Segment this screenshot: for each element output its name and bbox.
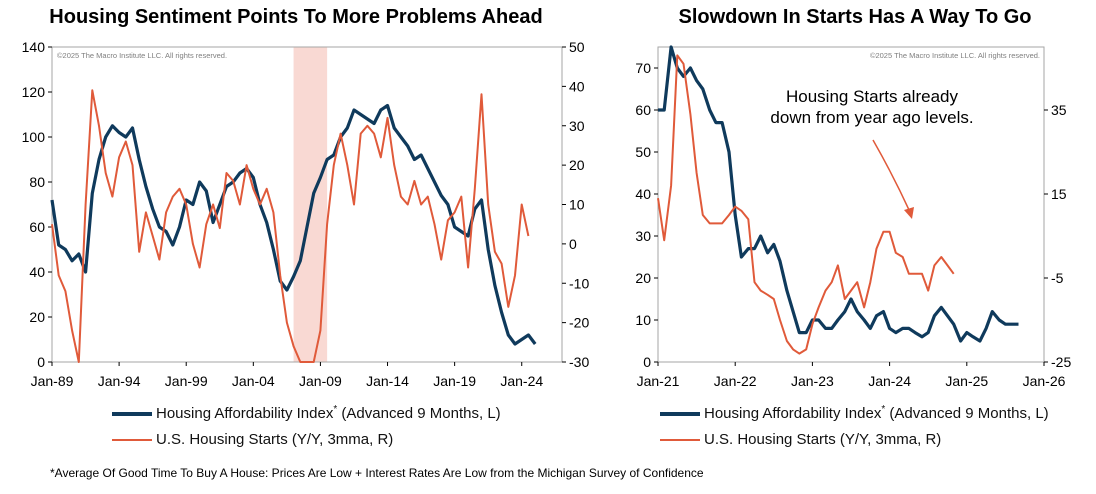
left-y-left-tick-label: 140 [22,39,46,55]
left-y-right-tick-label: 30 [569,118,585,134]
legend-swatch-starts [112,439,152,442]
left-legend-starts: U.S. Housing Starts (Y/Y, 3mma, R) [112,431,393,448]
right-y-left-tick-label: 30 [635,228,651,244]
legend-label: U.S. Housing Starts (Y/Y, 3mma, R) [704,431,942,448]
legend-swatch-starts [660,439,700,442]
legend-label: Housing Affordability Index [156,405,334,422]
right-x-tick-label: Jan-25 [945,373,988,389]
legend-label: Housing Affordability Index [704,405,882,422]
right-y-left-tick-label: 40 [635,186,651,202]
right-y-left-tick-label: 10 [635,312,651,328]
left-y-right-tick-label: 10 [569,197,585,213]
right-legend-starts: U.S. Housing Starts (Y/Y, 3mma, R) [660,431,941,448]
left-y-right-tick-label: -10 [569,275,589,291]
right-legend-affordability: Housing Affordability Index* (Advanced 9… [660,404,1049,422]
left-legend-affordability: Housing Affordability Index* (Advanced 9… [112,404,501,422]
left-affordability-line [50,103,537,346]
left-x-tick-label: Jan-14 [366,373,409,389]
left-x-tick-label: Jan-04 [232,373,275,389]
right-y-right-tick-label: -25 [1051,354,1071,370]
annotation-line-1: Housing Starts already [786,87,958,106]
left-y-left-tick-label: 80 [29,174,45,190]
left-x-tick-label: Jan-99 [165,373,208,389]
right-y-left-tick-label: 20 [635,270,651,286]
left-y-right-tick-label: 0 [569,236,577,252]
right-x-tick-label: Jan-23 [791,373,834,389]
left-y-left-tick-label: 40 [29,264,45,280]
legend-swatch-affordability [660,412,700,417]
right-x-tick-label: Jan-24 [868,373,911,389]
left-y-left-tick-label: 120 [22,84,46,100]
right-starts-line [657,54,955,355]
left-x-tick-label: Jan-09 [299,373,342,389]
left-y-right-tick-label: 20 [569,157,585,173]
legend-label-suffix: (Advanced 9 Months, L) [337,405,501,422]
left-y-left-tick-label: 100 [22,129,46,145]
footnote: *Average Of Good Time To Buy A House: Pr… [50,466,704,480]
right-x-tick-label: Jan-22 [714,373,757,389]
right-y-left-tick-label: 50 [635,144,651,160]
right-y-left-tick-label: 60 [635,102,651,118]
right-x-tick-label: Jan-26 [1023,373,1066,389]
annotation-arrow-line [872,139,911,213]
left-copyright: ©2025 The Macro Institute LLC. All right… [57,51,227,60]
annotation-arrow-head [904,207,914,219]
left-y-left-tick-label: 0 [37,354,45,370]
legend-label: U.S. Housing Starts (Y/Y, 3mma, R) [156,431,394,448]
left-x-tick-label: Jan-94 [98,373,141,389]
right-y-right-tick-label: -5 [1051,270,1064,286]
left-x-tick-label: Jan-24 [500,373,543,389]
left-y-right-tick-label: -30 [569,354,589,370]
left-y-left-tick-label: 60 [29,219,45,235]
starts-annotation: Housing Starts already down from year ag… [752,86,992,128]
legend-footnote-mark: * [333,404,338,415]
left-y-left-tick-label: 20 [29,309,45,325]
legend-footnote-mark: * [881,404,886,415]
legend-swatch-affordability [112,412,152,417]
right-copyright: ©2025 The Macro Institute LLC. All right… [870,51,1040,60]
left-x-tick-label: Jan-19 [433,373,476,389]
annotation-line-2: down from year ago levels. [770,108,974,127]
left-y-right-tick-label: -20 [569,315,589,331]
left-starts-line [51,89,530,363]
right-y-left-tick-label: 0 [643,354,651,370]
left-chart-title: Housing Sentiment Points To More Problem… [49,6,543,28]
left-y-right-tick-label: 50 [569,39,585,55]
right-x-tick-label: Jan-21 [637,373,680,389]
right-y-right-tick-label: 35 [1051,102,1067,118]
right-y-left-tick-label: 70 [635,60,651,76]
left-x-tick-label: Jan-89 [31,373,74,389]
right-y-right-tick-label: 15 [1051,186,1067,202]
right-chart-title: Slowdown In Starts Has A Way To Go [678,6,1032,28]
right-affordability-line [658,45,1019,343]
legend-label-suffix: (Advanced 9 Months, L) [885,405,1049,422]
left-y-right-tick-label: 40 [569,78,585,94]
